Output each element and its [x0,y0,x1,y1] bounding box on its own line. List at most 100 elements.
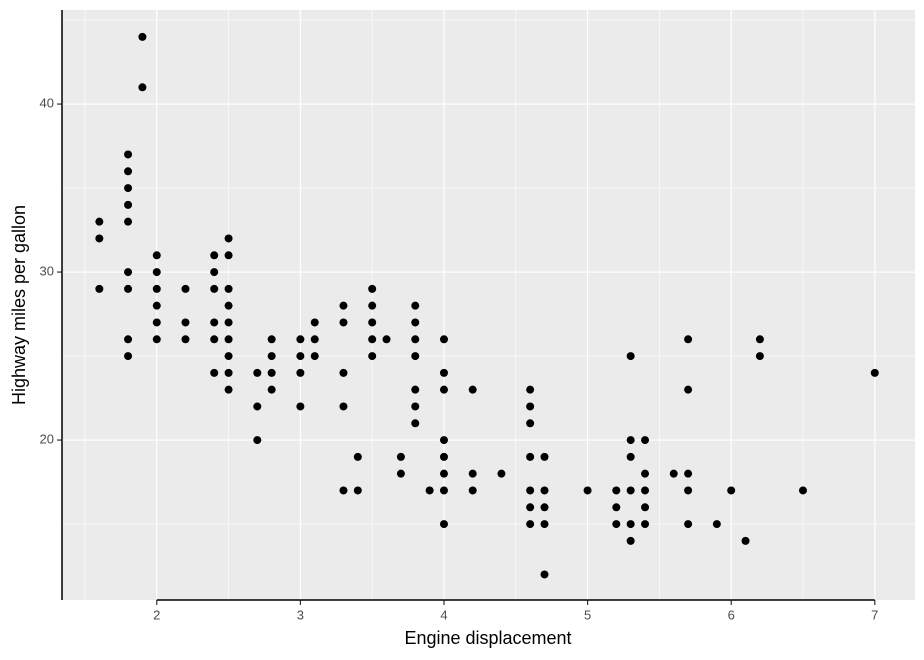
point [152,268,161,277]
point [411,335,420,344]
point [626,486,635,495]
point [439,368,448,377]
point [396,452,405,461]
point [755,335,764,344]
point [124,268,133,277]
point [124,217,133,226]
point [641,503,650,512]
point [870,368,879,377]
point [224,318,233,327]
point [411,301,420,310]
point [540,486,549,495]
point [95,234,104,243]
point [684,469,693,478]
point [253,368,262,377]
x-tick-label: 7 [871,607,878,622]
point [526,419,535,428]
point [497,469,506,478]
point [224,368,233,377]
point [296,368,305,377]
point [267,385,276,394]
point [540,452,549,461]
point [138,32,147,41]
point [641,469,650,478]
point [224,284,233,293]
point [612,503,621,512]
point [210,318,219,327]
point [224,335,233,344]
point [124,335,133,344]
point [152,335,161,344]
point [439,452,448,461]
point [468,469,477,478]
point [181,284,190,293]
point [684,385,693,394]
point [368,335,377,344]
point [641,486,650,495]
point [296,335,305,344]
point [411,385,420,394]
point [95,217,104,226]
point [641,436,650,445]
x-axis-title: Engine displacement [404,628,571,648]
point [396,469,405,478]
point [224,251,233,260]
point [712,520,721,529]
point [612,486,621,495]
point [124,352,133,361]
point [526,503,535,512]
point [439,385,448,394]
point [540,520,549,529]
x-tick-label: 4 [440,607,447,622]
point [669,469,678,478]
y-tick-label: 20 [40,432,54,447]
point [526,402,535,411]
point [411,419,420,428]
point [626,520,635,529]
point [411,318,420,327]
point [626,536,635,545]
point [95,284,104,293]
point [267,352,276,361]
point [267,368,276,377]
point [124,167,133,176]
point [152,284,161,293]
point [439,335,448,344]
point [181,318,190,327]
point [124,184,133,193]
point [224,301,233,310]
point [798,486,807,495]
point [224,385,233,394]
point [368,284,377,293]
point [439,436,448,445]
point [210,335,219,344]
x-tick-label: 5 [584,607,591,622]
point [310,318,319,327]
point [612,520,621,529]
point [684,335,693,344]
point [152,251,161,260]
point [296,402,305,411]
point [425,486,434,495]
point [526,486,535,495]
point [526,520,535,529]
panel [62,10,915,600]
point [339,368,348,377]
point [540,503,549,512]
point [124,200,133,209]
point [181,335,190,344]
point [526,385,535,394]
point [411,402,420,411]
point [411,352,420,361]
point [684,486,693,495]
point [339,318,348,327]
point [210,268,219,277]
point [339,402,348,411]
point [626,436,635,445]
point [626,452,635,461]
point [339,301,348,310]
point [224,352,233,361]
point [152,301,161,310]
point [210,368,219,377]
